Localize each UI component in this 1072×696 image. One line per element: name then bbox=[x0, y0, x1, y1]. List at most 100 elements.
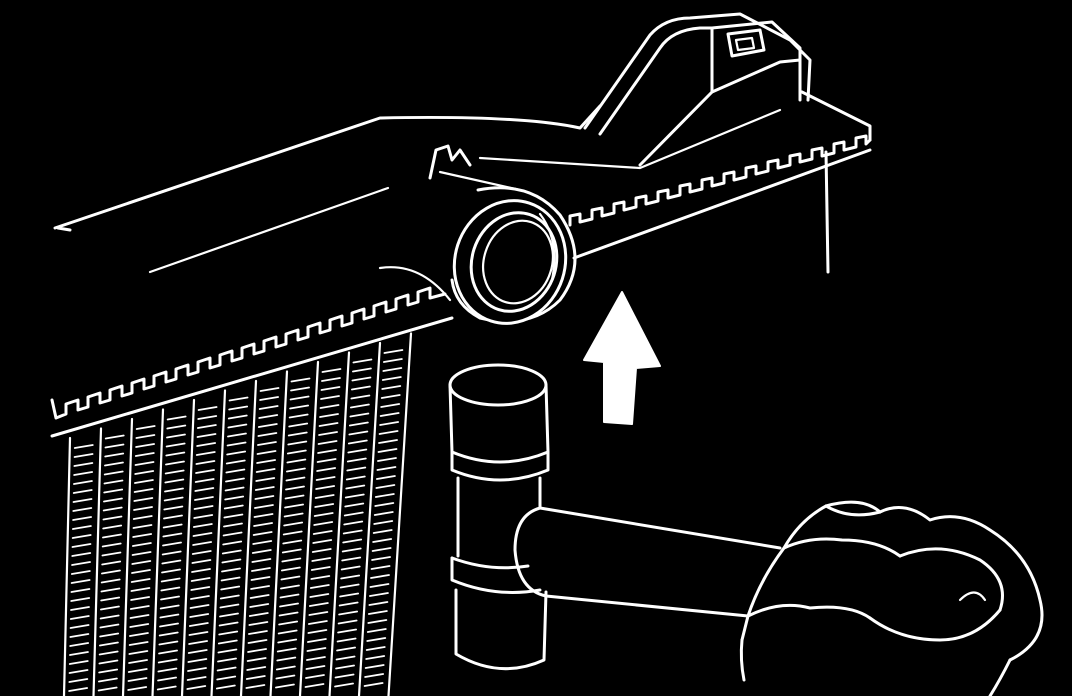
core-fin-dash bbox=[248, 612, 269, 617]
core-fin-dash bbox=[71, 561, 91, 566]
core-fin-dash bbox=[347, 439, 368, 445]
core-fin-dash bbox=[275, 674, 296, 680]
core-fin-dash bbox=[132, 524, 153, 529]
core-fin-dash bbox=[377, 448, 398, 453]
core-fin-dash bbox=[281, 557, 302, 563]
core-fin-dash bbox=[281, 548, 302, 554]
core-fin-dash bbox=[318, 431, 338, 436]
core-fin-dash bbox=[157, 667, 178, 673]
core-fin-dash bbox=[197, 415, 218, 420]
core-fin-dash bbox=[382, 358, 403, 363]
core-fin-dash bbox=[251, 567, 271, 572]
core-fin-dash bbox=[290, 377, 311, 383]
core-fin-dash bbox=[224, 486, 245, 492]
core-fin-dash bbox=[288, 422, 309, 428]
core-fin-dash bbox=[252, 531, 273, 536]
core-fin-dash bbox=[345, 475, 366, 481]
core-fin-dash bbox=[304, 683, 325, 688]
core-fin-dash bbox=[165, 451, 186, 457]
core-fin-dash bbox=[279, 602, 299, 608]
core-fin-dash bbox=[102, 506, 123, 512]
core-fin-dash bbox=[157, 676, 177, 682]
core-fin-dash bbox=[366, 637, 387, 642]
core-fin-dash bbox=[128, 659, 148, 664]
core-fin-dash bbox=[317, 440, 338, 445]
core-fin-dash bbox=[104, 452, 125, 458]
core-fin-dash bbox=[161, 559, 182, 565]
core-fin-dash bbox=[277, 638, 298, 644]
core-fin-dash bbox=[191, 550, 212, 555]
core-fin-dash bbox=[378, 430, 399, 435]
core-fin-dash bbox=[221, 549, 242, 555]
core-fin-dash bbox=[165, 442, 186, 448]
core-fin-dash bbox=[249, 603, 270, 608]
core-fin-dash bbox=[188, 631, 209, 636]
core-fin-dash bbox=[101, 542, 122, 548]
core-fin-dash bbox=[70, 588, 91, 593]
core-fin-dash bbox=[364, 664, 385, 669]
core-fin-dash bbox=[129, 614, 150, 619]
core-fin-dash bbox=[319, 413, 339, 418]
core-fin-dash bbox=[131, 560, 152, 565]
core-fin-dash bbox=[352, 367, 372, 373]
core-fin-dash bbox=[190, 586, 211, 591]
core-fin-dash bbox=[250, 576, 271, 581]
core-fin-dash bbox=[278, 620, 299, 626]
core-fin-dash bbox=[162, 541, 182, 547]
core-fin-dash bbox=[104, 434, 125, 440]
core-fin-dash bbox=[320, 395, 340, 400]
core-fin-dash bbox=[343, 511, 364, 517]
core-fin-dash bbox=[72, 489, 93, 494]
core-fin-dash bbox=[195, 460, 216, 465]
core-fin-dash bbox=[223, 504, 244, 510]
core-fin-dash bbox=[197, 406, 218, 411]
core-fin-dash bbox=[350, 394, 371, 400]
core-fin-dash bbox=[129, 632, 149, 637]
core-fin-dash bbox=[249, 594, 270, 599]
core-fin-dash bbox=[288, 413, 309, 419]
core-fin-dash bbox=[337, 628, 358, 634]
core-fin-dash bbox=[166, 415, 187, 421]
core-fin-dash bbox=[131, 569, 151, 574]
core-fin-dash bbox=[320, 386, 341, 391]
core-fin-dash bbox=[245, 675, 266, 680]
core-fin-dash bbox=[305, 665, 326, 670]
core-fin-dash bbox=[340, 565, 361, 571]
core-fin-dash bbox=[164, 487, 184, 493]
core-fin-dash bbox=[71, 525, 92, 530]
core-fin-dash bbox=[166, 424, 187, 430]
core-fin-dash bbox=[190, 577, 211, 582]
core-fin-dash bbox=[307, 629, 328, 634]
core-fin-dash bbox=[188, 640, 209, 645]
core-fin-dash bbox=[69, 615, 90, 620]
core-fin-dash bbox=[225, 459, 246, 465]
core-fin-dash bbox=[370, 574, 390, 579]
core-fin-dash bbox=[253, 522, 273, 527]
core-tube-line bbox=[210, 389, 227, 696]
core-fin-dash bbox=[160, 577, 181, 583]
core-fin-dash bbox=[99, 614, 120, 620]
core-fin-dash bbox=[310, 575, 331, 580]
core-fin-dash bbox=[224, 495, 245, 501]
core-fin-dash bbox=[256, 459, 276, 464]
core-fin-dash bbox=[131, 542, 152, 547]
core-fin-dash bbox=[321, 368, 342, 373]
core-fin-dash bbox=[316, 458, 337, 463]
core-fin-dash bbox=[189, 604, 210, 609]
core-fin-dash bbox=[227, 423, 248, 429]
core-fin-dash bbox=[71, 543, 92, 548]
core-fin-dash bbox=[338, 610, 359, 616]
core-fin-dash bbox=[278, 611, 299, 617]
core-fin-dash bbox=[334, 673, 355, 679]
core-fin-dash bbox=[158, 649, 178, 655]
core-fin-dash bbox=[382, 367, 403, 372]
core-fin-dash bbox=[380, 394, 401, 399]
core-fin-dash bbox=[336, 646, 356, 652]
core-fin-dash bbox=[308, 611, 329, 616]
core-fin-dash bbox=[275, 683, 295, 689]
core-fin-dash bbox=[379, 412, 400, 417]
core-fin-dash bbox=[373, 520, 394, 525]
core-fin-dash bbox=[188, 622, 209, 627]
core-fin-dash bbox=[68, 687, 89, 692]
